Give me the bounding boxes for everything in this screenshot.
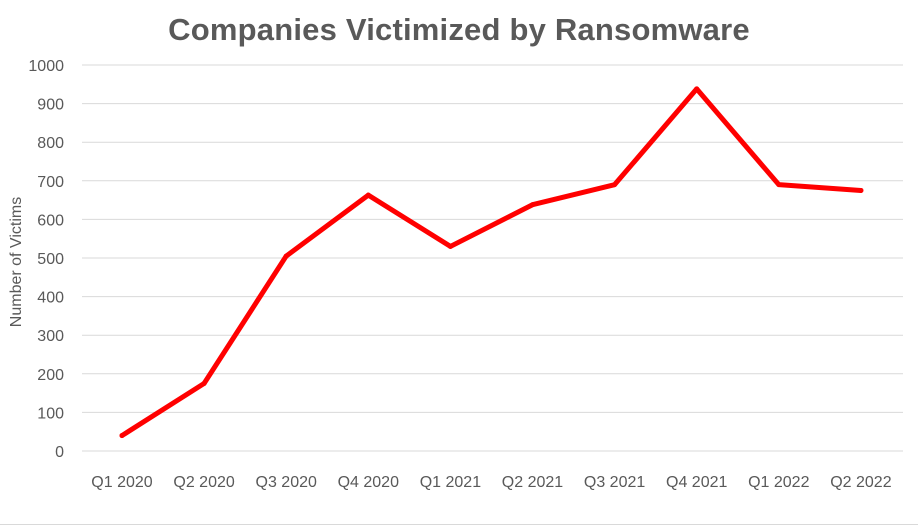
data-point (694, 86, 700, 92)
y-tick-label: 300 (37, 328, 64, 345)
x-tick-label: Q4 2020 (338, 474, 399, 491)
x-tick-label: Q2 2021 (502, 474, 563, 491)
y-tick-label: 200 (37, 367, 64, 384)
x-tick-label: Q1 2022 (748, 474, 809, 491)
y-axis-title: Number of Victims (8, 197, 25, 327)
data-point (858, 187, 864, 193)
x-tick-label: Q3 2021 (584, 474, 645, 491)
data-point (776, 182, 782, 188)
y-tick-label: 500 (37, 251, 64, 268)
y-axis-tick-labels: 0 100 200 300 400 500 600 700 800 900 1000 (28, 58, 64, 461)
chart-title: Companies Victimized by Ransomware (168, 12, 750, 47)
x-axis-tick-labels: Q1 2020 Q2 2020 Q3 2020 Q4 2020 Q1 2021 Q2 20… (91, 474, 891, 491)
y-tick-label: 700 (37, 174, 64, 191)
data-point (530, 202, 535, 208)
y-tick-label: 800 (37, 135, 64, 152)
data-point (365, 192, 371, 198)
data-point (201, 380, 207, 386)
data-point (119, 433, 125, 439)
series-line (119, 86, 864, 439)
data-point (447, 243, 453, 249)
x-tick-label: Q2 2022 (830, 474, 891, 491)
y-tick-label: 600 (37, 212, 64, 229)
gridlines (82, 64, 903, 452)
y-tick-label: 900 (37, 97, 64, 114)
x-tick-label: Q1 2021 (420, 474, 481, 491)
y-tick-label: 400 (37, 290, 64, 307)
data-point (283, 253, 289, 259)
x-tick-label: Q4 2021 (666, 474, 727, 491)
y-tick-label: 0 (55, 444, 64, 461)
x-tick-label: Q2 2020 (173, 474, 234, 491)
y-tick-label: 1000 (28, 58, 64, 75)
data-point (612, 182, 618, 188)
x-tick-label: Q3 2020 (256, 474, 317, 491)
y-tick-label: 100 (37, 405, 64, 422)
series-layer (119, 86, 864, 439)
x-tick-label: Q1 2020 (91, 474, 152, 491)
